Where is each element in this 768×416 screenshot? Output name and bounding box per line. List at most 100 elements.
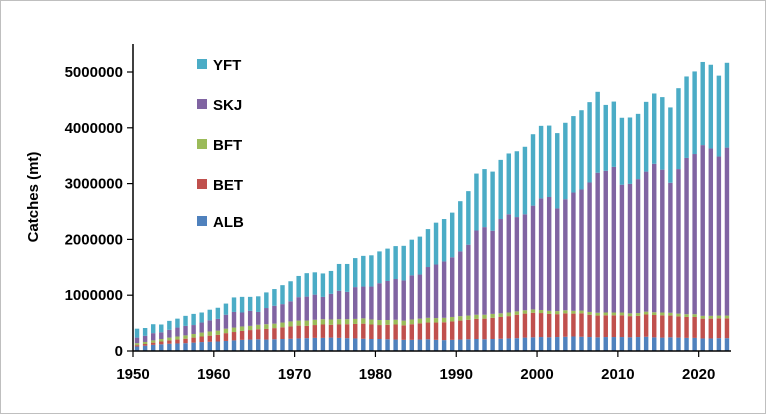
bar-bft-1987 — [433, 318, 439, 323]
bar-yft-2011 — [627, 117, 633, 184]
bar-bft-2019 — [692, 314, 697, 317]
bar-bft-1980 — [377, 320, 382, 326]
bar-alb-2018 — [684, 337, 689, 351]
bar-alb-1987 — [433, 339, 439, 351]
bar-yft-1954 — [167, 320, 172, 330]
bar-bet-1970 — [296, 325, 301, 339]
bar-skj-2010 — [619, 184, 625, 313]
bar-skj-1969 — [288, 301, 293, 322]
bar-alb-1991 — [466, 339, 471, 351]
bar-alb-2009 — [611, 337, 617, 351]
bar-alb-2019 — [692, 337, 697, 351]
bar-yft-2002 — [555, 133, 560, 209]
bar-yft-2023 — [724, 62, 730, 148]
bar-skj-1952 — [150, 333, 156, 341]
bar-yft-1971 — [304, 273, 309, 297]
bar-bft-1984 — [409, 319, 415, 325]
bar-skj-1997 — [514, 217, 520, 312]
bar-alb-1961 — [223, 340, 229, 351]
bar-skj-1991 — [466, 244, 471, 316]
bar-yft-1983 — [401, 245, 406, 281]
bar-bft-1974 — [328, 319, 334, 325]
bar-bet-2002 — [555, 314, 560, 338]
bar-yft-1996 — [506, 153, 511, 215]
bar-bet-2018 — [684, 316, 689, 338]
bar-skj-1965 — [256, 311, 261, 325]
bar-bet-1992 — [474, 318, 479, 340]
bar-yft-1960 — [215, 307, 221, 319]
bar-bft-1978 — [361, 318, 366, 324]
bar-skj-1961 — [223, 314, 229, 329]
legend-swatch-bft — [197, 139, 207, 149]
bar-bet-2017 — [676, 316, 681, 338]
bar-skj-1998 — [522, 214, 528, 311]
bar-yft-1955 — [175, 318, 180, 328]
bar-alb-2001 — [546, 337, 552, 351]
bar-skj-1954 — [167, 329, 172, 338]
bar-alb-1988 — [441, 340, 447, 351]
bar-bft-1958 — [199, 332, 204, 337]
bar-skj-1994 — [490, 230, 495, 314]
bar-alb-2011 — [627, 337, 633, 351]
bar-alb-1984 — [409, 339, 415, 351]
bar-alb-1985 — [417, 339, 423, 351]
bar-bet-1988 — [441, 322, 447, 341]
bar-yft-2006 — [587, 102, 592, 183]
bar-skj-1963 — [239, 312, 245, 327]
bar-alb-1958 — [199, 342, 204, 351]
bar-bft-1995 — [498, 313, 503, 317]
bar-alb-1950 — [134, 346, 140, 351]
bar-yft-1958 — [199, 312, 204, 323]
bar-alb-1977 — [353, 338, 358, 351]
bar-skj-1958 — [199, 322, 204, 333]
bar-skj-2019 — [692, 154, 697, 315]
bar-yft-1999 — [530, 134, 536, 206]
bar-alb-2023 — [724, 338, 730, 351]
bar-alb-2015 — [660, 337, 665, 351]
bar-yft-2000 — [538, 125, 544, 199]
bar-alb-1998 — [522, 337, 528, 351]
bar-skj-2001 — [546, 196, 552, 311]
bar-yft-2012 — [635, 113, 641, 180]
bar-bet-1974 — [328, 324, 334, 338]
bar-skj-1976 — [344, 291, 350, 320]
bar-skj-1956 — [183, 325, 188, 336]
bar-yft-1993 — [482, 169, 487, 228]
bar-bft-1969 — [288, 321, 293, 327]
bar-alb-1975 — [336, 337, 342, 351]
bar-yft-2009 — [611, 101, 617, 167]
bar-skj-2004 — [571, 192, 576, 311]
bar-skj-1959 — [207, 320, 212, 332]
bar-skj-2014 — [652, 163, 657, 313]
bar-alb-2020 — [700, 338, 705, 351]
bar-bft-1950 — [134, 343, 140, 346]
bar-bft-1967 — [272, 323, 277, 329]
bar-bft-1959 — [207, 331, 212, 336]
bar-alb-1979 — [369, 339, 374, 351]
bar-bet-2004 — [571, 313, 576, 337]
bar-bet-1998 — [522, 313, 528, 338]
bar-bft-1991 — [466, 315, 471, 320]
bar-yft-1963 — [239, 296, 245, 313]
legend-label-skj: SKJ — [213, 97, 242, 114]
bar-alb-1971 — [304, 338, 309, 351]
bar-alb-1995 — [498, 338, 503, 351]
bar-skj-2013 — [643, 171, 649, 312]
bar-alb-1962 — [231, 340, 237, 351]
bar-yft-2017 — [676, 88, 681, 170]
bar-bft-1961 — [223, 328, 229, 334]
bar-yft-1986 — [425, 229, 431, 268]
bar-alb-1996 — [506, 338, 511, 351]
bar-bft-1960 — [215, 330, 221, 335]
bar-bft-2001 — [546, 310, 552, 314]
bar-yft-1976 — [344, 263, 350, 292]
bar-bft-2020 — [700, 315, 705, 319]
bar-bft-1998 — [522, 310, 528, 314]
bar-bft-2000 — [538, 309, 544, 314]
bar-skj-2009 — [611, 166, 617, 313]
bar-bft-1989 — [449, 316, 455, 322]
bar-yft-1997 — [514, 151, 520, 218]
bar-alb-2013 — [643, 336, 649, 351]
bar-skj-1974 — [328, 293, 334, 320]
bar-skj-1978 — [361, 286, 366, 319]
